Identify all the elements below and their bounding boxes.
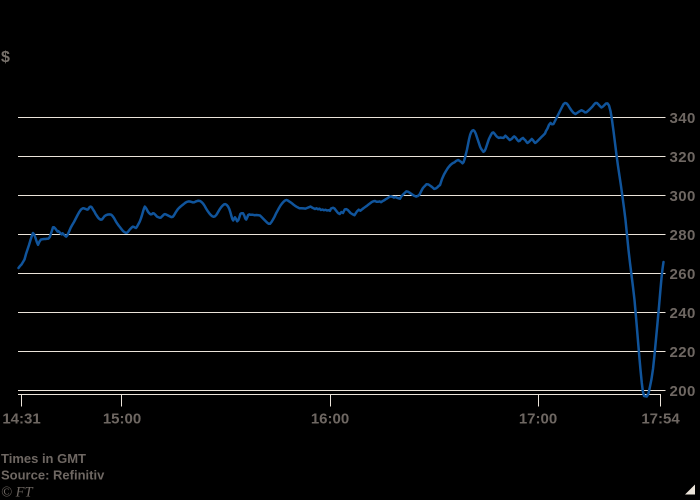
svg-text:Times in GMT: Times in GMT xyxy=(1,451,86,466)
svg-text:$: $ xyxy=(1,49,10,66)
svg-text:17:00: 17:00 xyxy=(519,411,557,428)
svg-text:© FT: © FT xyxy=(1,485,33,500)
svg-text:240: 240 xyxy=(670,305,696,322)
svg-text:14:31: 14:31 xyxy=(2,411,40,428)
svg-text:320: 320 xyxy=(670,149,696,166)
svg-text:260: 260 xyxy=(670,266,696,283)
svg-text:220: 220 xyxy=(670,344,696,361)
svg-text:Source: Refinitiv: Source: Refinitiv xyxy=(1,467,105,482)
svg-text:300: 300 xyxy=(670,188,696,205)
svg-text:17:54: 17:54 xyxy=(641,411,680,428)
svg-text:340: 340 xyxy=(670,110,696,127)
svg-text:15:00: 15:00 xyxy=(103,411,141,428)
svg-text:280: 280 xyxy=(670,227,696,244)
svg-text:200: 200 xyxy=(670,383,696,400)
svg-text:16:00: 16:00 xyxy=(311,411,349,428)
